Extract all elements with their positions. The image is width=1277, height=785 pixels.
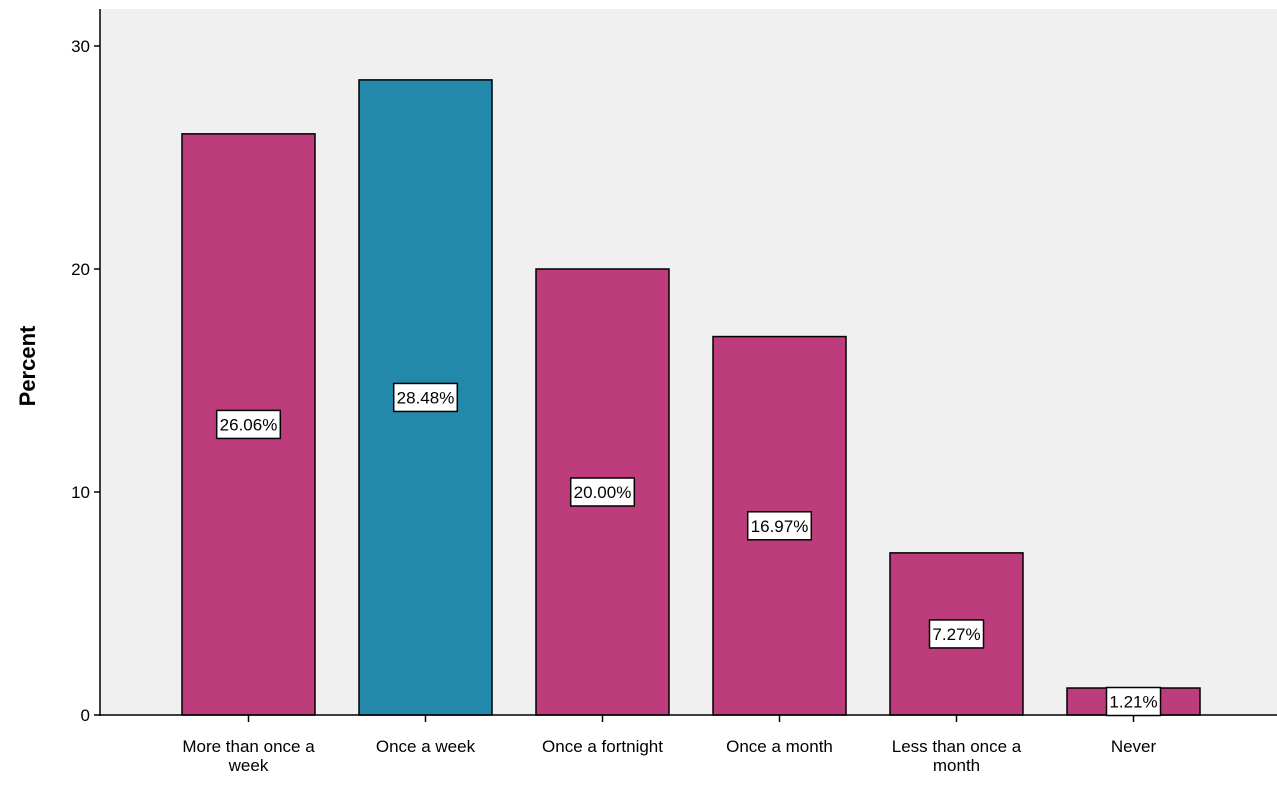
data-label-text: 26.06% [220, 415, 278, 434]
data-label-text: 28.48% [397, 388, 455, 407]
data-label-box [928, 619, 985, 649]
x-category-label: Once a month [726, 737, 833, 756]
data-label-box [215, 409, 282, 440]
y-tick-label: 30 [71, 37, 90, 56]
data-label-text: 1.21% [1109, 693, 1157, 712]
axes-group: 0 10 20 30 More than once a week Once a week On… [71, 9, 1277, 775]
data-label-3: 20.00% [569, 477, 636, 507]
data-label-box [392, 382, 459, 413]
y-tick-label: 10 [71, 483, 90, 502]
x-category-label: Less than once a month [892, 737, 1022, 775]
data-label-box [569, 477, 636, 507]
data-label-4: 16.97% [746, 511, 813, 541]
x-category-label: More than once a week [182, 737, 315, 775]
data-labels-group: 26.06% 28.48% 20.00% 16.97% 7.27% 1.21% [215, 382, 1162, 717]
data-label-2: 28.48% [392, 382, 459, 413]
x-category-label: Once a week [376, 737, 476, 756]
x-category-label: Never [1111, 737, 1157, 756]
data-label-1: 26.06% [215, 409, 282, 440]
y-tick-label: 20 [71, 260, 90, 279]
data-label-5: 7.27% [928, 619, 985, 649]
data-label-box [746, 511, 813, 541]
data-label-6: 1.21% [1105, 686, 1162, 717]
y-axis-title: Percent [15, 325, 40, 406]
data-label-text: 16.97% [751, 517, 809, 536]
y-tick-label: 0 [81, 706, 90, 725]
data-label-box [1105, 686, 1162, 717]
data-label-text: 7.27% [932, 625, 980, 644]
data-label-text: 20.00% [574, 483, 632, 502]
x-category-label: Once a fortnight [542, 737, 663, 756]
